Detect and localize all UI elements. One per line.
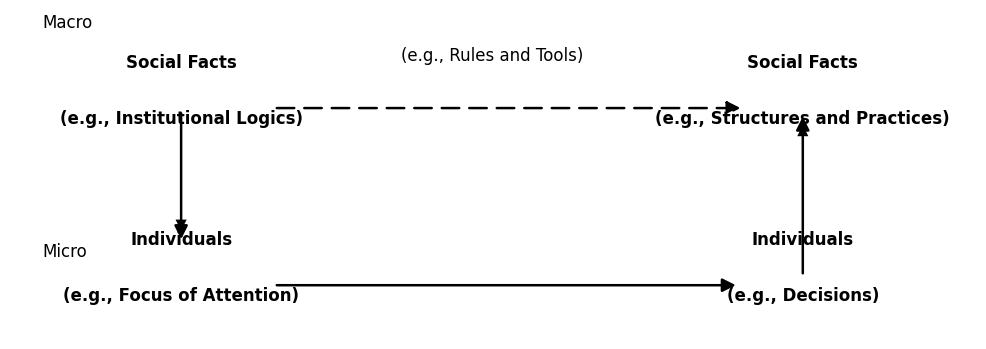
Text: Social Facts: Social Facts: [747, 54, 858, 72]
Text: (e.g., Focus of Attention): (e.g., Focus of Attention): [63, 287, 299, 305]
Text: (e.g., Structures and Practices): (e.g., Structures and Practices): [656, 110, 951, 128]
Text: (e.g., Decisions): (e.g., Decisions): [727, 287, 879, 305]
Text: Individuals: Individuals: [751, 231, 854, 250]
Text: Social Facts: Social Facts: [126, 54, 237, 72]
Text: (e.g., Rules and Tools): (e.g., Rules and Tools): [400, 47, 583, 66]
Text: Micro: Micro: [42, 243, 87, 261]
Text: (e.g., Institutional Logics): (e.g., Institutional Logics): [59, 110, 303, 128]
Text: Macro: Macro: [42, 14, 93, 32]
Text: Individuals: Individuals: [130, 231, 232, 250]
